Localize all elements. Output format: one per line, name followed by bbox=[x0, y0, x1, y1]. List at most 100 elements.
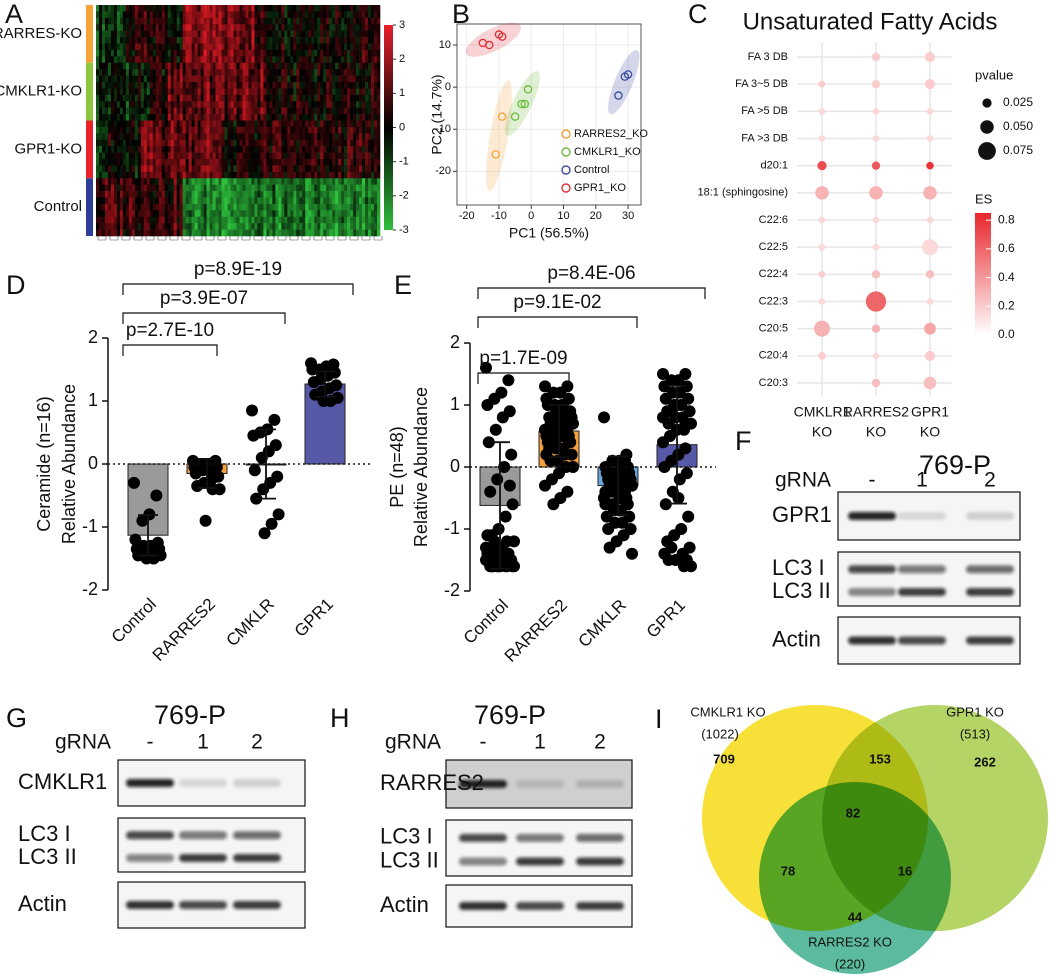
heatmap-cell bbox=[293, 229, 297, 237]
heatmap-cell bbox=[143, 126, 148, 134]
heatmap-cell bbox=[296, 56, 300, 64]
heatmap-cell bbox=[320, 88, 324, 96]
heatmap-cell bbox=[275, 120, 279, 128]
heatmap-cell bbox=[329, 62, 333, 70]
heatmap-cells bbox=[96, 5, 381, 237]
heatmap-cell bbox=[146, 114, 151, 121]
y-tick-label: -1 bbox=[82, 516, 98, 536]
heatmap-cell bbox=[371, 5, 375, 12]
band bbox=[898, 636, 946, 645]
heatmap-cell bbox=[314, 216, 318, 224]
heatmap-cell bbox=[143, 49, 148, 57]
heatmap-cell bbox=[371, 203, 375, 211]
heatmap-cell bbox=[230, 120, 234, 128]
heatmap-cell bbox=[152, 120, 157, 128]
heatmap-cell bbox=[155, 30, 160, 38]
heatmap-cell bbox=[185, 43, 189, 51]
heatmap-cell bbox=[137, 5, 142, 12]
heatmap-cell bbox=[182, 5, 186, 12]
heatmap-cell bbox=[218, 126, 222, 134]
heatmap-cell bbox=[326, 114, 330, 121]
heatmap-cell bbox=[185, 88, 189, 96]
heatmap-cell bbox=[233, 5, 237, 12]
heatmap-cell bbox=[272, 5, 276, 12]
heatmap-cell bbox=[215, 49, 219, 57]
heatmap-cell bbox=[263, 184, 267, 192]
heatmap-cell bbox=[221, 43, 225, 51]
heatmap-cell bbox=[317, 203, 321, 211]
heatmap-cell bbox=[257, 210, 261, 218]
heatmap-cell bbox=[248, 133, 252, 141]
heatmap-cell bbox=[308, 139, 312, 147]
heatmap-cell bbox=[149, 159, 154, 166]
heatmap-cell bbox=[104, 62, 109, 70]
data-point bbox=[682, 510, 695, 523]
heatmap-cell bbox=[263, 88, 267, 96]
heatmap-cell bbox=[128, 165, 133, 173]
heatmap-cell bbox=[182, 24, 186, 31]
heatmap-cell bbox=[161, 216, 166, 224]
heatmap-cell bbox=[254, 94, 258, 102]
heatmap-cell bbox=[353, 37, 357, 44]
heatmap-cell bbox=[149, 11, 154, 19]
heatmap-cell bbox=[377, 5, 381, 12]
heatmap-cell bbox=[149, 75, 154, 83]
heatmap-cell bbox=[209, 56, 213, 64]
heatmap-cell bbox=[212, 229, 216, 237]
heatmap-cell bbox=[230, 101, 234, 108]
heatmap-cell bbox=[182, 120, 186, 128]
heatmap-cell bbox=[179, 11, 183, 19]
heatmap-cell bbox=[134, 126, 139, 134]
heatmap-cell bbox=[371, 159, 375, 166]
heatmap-cell bbox=[299, 120, 303, 128]
heatmap-cell bbox=[338, 24, 342, 31]
heatmap-cell bbox=[224, 159, 228, 166]
heatmap-cell bbox=[143, 24, 148, 31]
heatmap-cell bbox=[287, 62, 291, 70]
error-bar bbox=[490, 441, 510, 570]
heatmap-cell bbox=[263, 82, 267, 89]
heatmap-cell bbox=[257, 120, 261, 128]
heatmap-cell bbox=[254, 17, 258, 25]
heatmap-cell bbox=[119, 171, 124, 179]
heatmap-cell bbox=[125, 114, 130, 121]
heatmap-cell bbox=[284, 56, 288, 64]
heatmap-cell bbox=[221, 114, 225, 121]
heatmap-cell bbox=[290, 94, 294, 102]
heatmap-cell bbox=[293, 120, 297, 128]
heatmap-cell bbox=[362, 171, 366, 179]
heatmap-cell bbox=[212, 126, 216, 134]
heatmap-cell bbox=[122, 62, 127, 70]
cell-line: 769-P bbox=[154, 700, 226, 730]
heatmap-cell bbox=[317, 159, 321, 166]
heatmap-cell bbox=[248, 82, 252, 89]
heatmap-cell bbox=[338, 82, 342, 89]
heatmap-cell bbox=[155, 56, 160, 64]
heatmap-cell bbox=[284, 94, 288, 102]
heatmap-cell bbox=[311, 5, 315, 12]
heatmap-cell bbox=[359, 216, 363, 224]
heatmap-cell bbox=[96, 24, 100, 31]
heatmap-cell bbox=[206, 120, 210, 128]
heatmap-cell bbox=[119, 94, 124, 102]
heatmap-cell bbox=[371, 88, 375, 96]
heatmap-cell bbox=[194, 120, 198, 128]
heatmap-cell bbox=[242, 69, 246, 76]
heatmap-cell bbox=[251, 24, 255, 31]
band bbox=[179, 779, 227, 787]
band bbox=[966, 512, 1014, 520]
heatmap-cell bbox=[197, 126, 201, 134]
heatmap-cell bbox=[299, 69, 303, 76]
heatmap-cell bbox=[101, 69, 106, 76]
heatmap-cell bbox=[96, 88, 100, 96]
heatmap-cell bbox=[224, 191, 228, 198]
heatmap-cell bbox=[227, 120, 231, 128]
heatmap-cell bbox=[98, 17, 103, 25]
heatmap-cell bbox=[254, 152, 258, 160]
heatmap-cell bbox=[164, 94, 169, 102]
heatmap-cell bbox=[188, 223, 192, 230]
heatmap-cell bbox=[110, 126, 115, 134]
heatmap-cell bbox=[356, 223, 360, 230]
venn-set-name: GPR1 KO bbox=[946, 704, 1004, 719]
heatmap-cell bbox=[269, 5, 273, 12]
